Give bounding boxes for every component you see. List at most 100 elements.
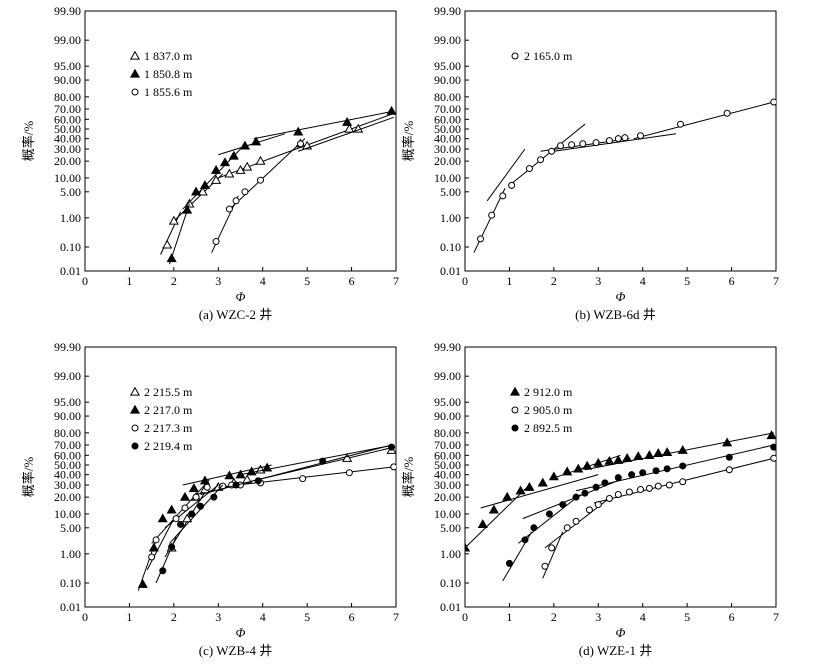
plot-area — [473, 98, 776, 253]
data-point — [199, 180, 211, 189]
y-tick-label: 30.00 — [434, 478, 461, 492]
data-point — [235, 165, 246, 174]
y-tick-label: 1.00 — [60, 547, 81, 561]
data-point — [386, 105, 396, 115]
y-tick-label: 50.00 — [434, 458, 461, 472]
fit-line — [633, 101, 774, 140]
panel-caption: (c) WZB-4 井 — [199, 643, 272, 658]
data-point — [770, 443, 776, 451]
y-tick-label: 5.00 — [60, 185, 81, 199]
x-axis-label: Φ — [616, 625, 626, 640]
y-tick-label: 60.00 — [434, 112, 461, 126]
fit-line — [231, 138, 306, 208]
legend-marker — [511, 406, 519, 414]
data-point — [488, 211, 496, 219]
y-tick-label: 0.10 — [440, 240, 461, 254]
legend-label: 2 165.0 m — [524, 49, 573, 63]
fit-line — [575, 444, 774, 492]
y-tick-label: 70.00 — [434, 102, 461, 116]
data-point — [262, 462, 273, 472]
fit-line — [146, 518, 175, 571]
data-point — [601, 479, 609, 487]
legend-label: 2 219.4 m — [144, 439, 193, 453]
data-point — [477, 519, 488, 529]
data-point — [239, 140, 251, 150]
y-tick-label: 20.00 — [54, 154, 81, 168]
x-tick-label: 3 — [595, 610, 601, 624]
x-tick-label: 7 — [393, 610, 399, 624]
fit-line — [151, 479, 210, 544]
data-point — [192, 493, 200, 501]
data-point — [242, 161, 253, 171]
data-point — [563, 524, 571, 532]
data-point — [254, 477, 262, 485]
data-point — [166, 253, 177, 263]
panel-caption: (a) WZC-2 井 — [199, 307, 272, 322]
data-point — [654, 482, 662, 490]
data-point — [548, 147, 556, 155]
y-tick-label: 90.00 — [54, 409, 81, 423]
legend-marker — [129, 68, 141, 78]
y-tick-label: 60.00 — [54, 112, 81, 126]
plot-frame — [84, 346, 397, 608]
data-point — [203, 483, 211, 491]
legend-marker — [129, 404, 141, 414]
data-point — [342, 453, 353, 462]
data-point — [592, 483, 600, 491]
data-point — [197, 502, 205, 510]
legend-marker — [511, 52, 519, 60]
x-tick-label: 5 — [304, 274, 310, 288]
fit-line — [542, 531, 564, 579]
legend-label: 2 217.0 m — [144, 403, 193, 417]
y-tick-label: 40.00 — [54, 468, 81, 482]
data-point — [502, 491, 513, 501]
x-tick-label: 1 — [506, 610, 512, 624]
data-point — [166, 504, 177, 514]
data-point — [344, 123, 355, 133]
data-point — [548, 471, 559, 481]
y-tick-label: 99.00 — [434, 369, 461, 383]
y-tick-label: 70.00 — [434, 438, 461, 452]
data-point — [499, 192, 507, 200]
y-tick-label: 99.90 — [434, 340, 461, 354]
y-axis-label: 概率/% — [401, 457, 416, 498]
data-point — [168, 543, 176, 551]
x-tick-label: 2 — [551, 610, 557, 624]
data-point — [594, 501, 602, 509]
legend-marker — [129, 386, 141, 396]
y-tick-label: 90.00 — [54, 73, 81, 87]
data-point — [228, 150, 239, 160]
data-point — [179, 491, 191, 501]
data-point — [530, 524, 538, 532]
fit-line — [486, 148, 526, 202]
data-point — [255, 155, 266, 165]
y-tick-label: 80.00 — [434, 426, 461, 440]
data-point — [581, 489, 589, 497]
data-point — [241, 188, 249, 196]
legend-marker — [131, 424, 139, 432]
x-axis-label: Φ — [616, 289, 626, 304]
data-point — [653, 448, 664, 457]
y-tick-label: 20.00 — [434, 490, 461, 504]
data-point — [188, 483, 199, 493]
data-point — [663, 465, 671, 473]
y-tick-label: 0.01 — [60, 264, 81, 278]
data-point — [515, 485, 526, 495]
data-point — [342, 117, 353, 126]
data-point — [488, 504, 499, 514]
x-tick-label: 6 — [349, 610, 355, 624]
fit-line — [465, 484, 530, 549]
data-point — [605, 137, 613, 145]
data-point — [625, 488, 633, 496]
data-point — [508, 181, 516, 189]
y-tick-label: 90.00 — [434, 73, 461, 87]
data-point — [505, 559, 513, 567]
x-tick-label: 2 — [551, 274, 557, 288]
y-tick-label: 0.01 — [440, 264, 461, 278]
panel-caption: (b) WZB-6d 井 — [575, 307, 656, 322]
y-tick-label: 50.00 — [54, 122, 81, 136]
data-point — [232, 481, 240, 489]
data-point — [256, 176, 264, 184]
x-tick-label: 3 — [595, 274, 601, 288]
y-tick-label: 60.00 — [434, 448, 461, 462]
